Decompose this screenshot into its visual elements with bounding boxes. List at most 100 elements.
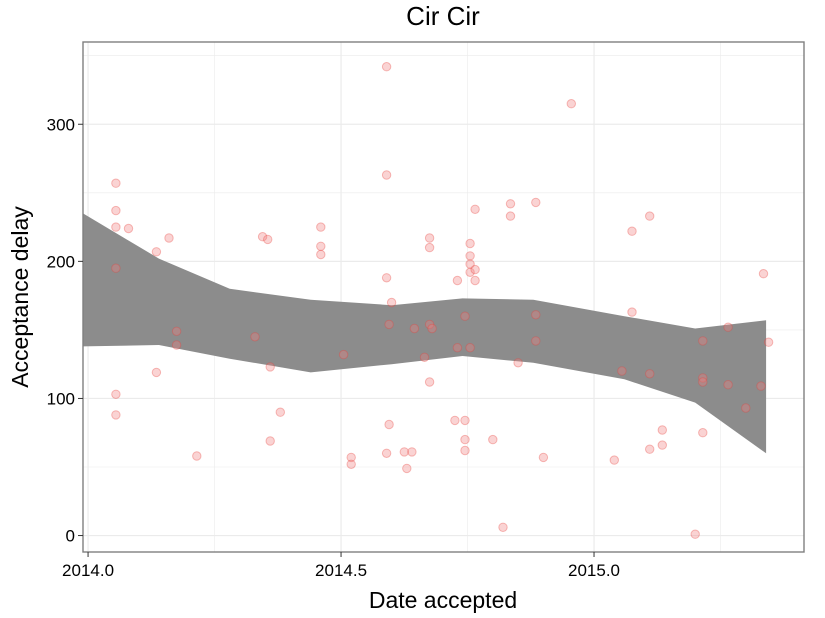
data-point [465,251,475,261]
data-point [399,447,409,457]
data-point [402,463,412,474]
data-point [111,222,121,232]
x-tick-label: 2014.0 [62,561,114,580]
data-point [316,249,326,260]
data-point [381,448,392,458]
data-point [531,310,541,320]
y-tick-label: 100 [47,389,75,408]
data-point [465,267,475,277]
confidence-band [83,213,767,454]
data-point [698,373,708,383]
plot-panel-border [82,41,805,553]
data-point [741,403,751,413]
data-point [465,238,475,249]
data-point [257,232,268,242]
x-tick-label: 2015.0 [568,561,620,580]
data-point [171,340,182,350]
data-point [460,434,470,445]
data-point [384,319,394,330]
data-point [723,322,733,332]
data-point [151,247,162,257]
data-point [346,452,356,463]
data-point [265,436,275,446]
data-point [409,323,420,334]
data-point [690,529,700,539]
y-tick-label: 200 [47,252,75,271]
data-point [381,170,392,180]
data-point [450,415,460,426]
data-point [171,326,182,336]
data-point [384,419,394,430]
data-point [419,352,430,362]
y-tick-label: 300 [47,115,75,134]
data-point [645,444,655,454]
data-point [645,369,655,379]
x-axis-title: Date accepted [369,587,517,613]
data-point [645,211,655,221]
data-point [465,259,475,269]
data-point [164,233,174,243]
data-point [346,459,356,469]
x-tick-label: 2014.5 [315,561,367,580]
data-point [386,297,397,308]
data-point [424,319,435,330]
data-point [123,223,134,234]
data-point [617,366,627,376]
scatter-points [111,61,774,539]
data-point [531,197,541,208]
data-point [381,61,392,72]
data-point [265,362,275,372]
data-point [381,273,392,283]
data-point [452,343,463,353]
data-point [151,367,162,378]
data-point [111,410,121,420]
data-point [488,434,498,445]
data-point [407,447,417,457]
data-point [498,522,508,532]
data-point [566,99,576,109]
data-point [657,425,667,435]
data-point [470,264,480,275]
data-point [531,336,541,346]
data-point [470,275,480,286]
data-point [698,377,708,387]
confidence-band-area [83,213,767,454]
data-point [470,204,480,215]
data-point [698,428,708,438]
data-point [756,381,766,391]
data-point [427,323,437,334]
data-point [609,455,619,465]
data-point [111,205,121,216]
data-point [424,242,435,253]
data-point [338,349,349,360]
data-point [758,269,769,279]
data-point [192,451,202,461]
data-point [424,233,435,243]
data-point [505,211,516,221]
data-point [657,440,667,450]
data-point [627,307,637,317]
data-point [250,332,260,342]
y-axis-ticks: 0 100 200 300 [47,115,83,546]
data-point [460,311,470,321]
data-point [263,234,273,245]
data-point [452,275,463,286]
data-point [465,343,475,353]
data-point [424,377,435,387]
data-point [698,336,708,346]
data-point [513,358,523,368]
data-point [111,178,121,188]
y-tick-label: 0 [66,527,75,546]
data-point [460,415,470,426]
data-point [460,445,470,456]
y-axis-title: Acceptance delay [7,206,33,388]
data-point [316,222,326,232]
data-point [111,389,121,399]
data-point [538,452,549,463]
data-point [505,199,516,209]
chart-title: Cir Cir [406,1,480,31]
data-point [627,226,637,236]
data-point [275,407,285,417]
data-point [111,263,121,273]
